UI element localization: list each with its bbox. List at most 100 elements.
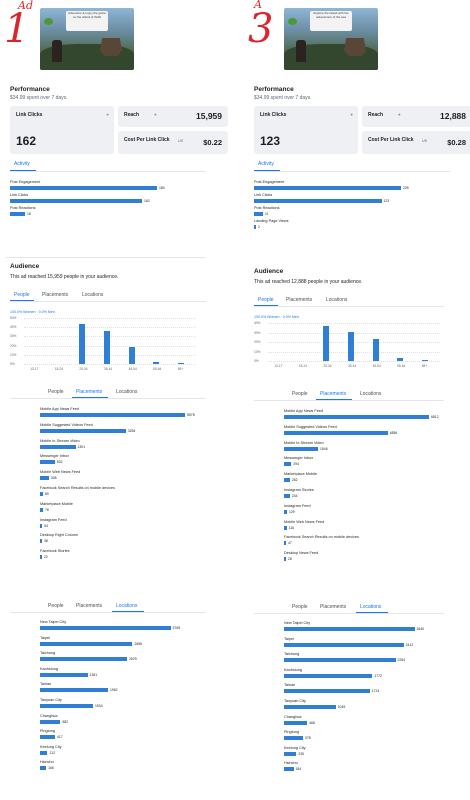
y-tick-label: 40% xyxy=(10,325,17,330)
placement-value: 4856 xyxy=(389,430,398,435)
x-tick-label: 35-44 xyxy=(104,367,113,371)
placement-value: 252 xyxy=(291,478,298,483)
link-clicks-label: Link Clicks xyxy=(16,112,43,118)
tab-people[interactable]: People xyxy=(292,391,308,397)
x-tick-label: 45-54 xyxy=(128,367,137,371)
activity-value: 162 xyxy=(144,199,150,203)
location-bar xyxy=(40,626,171,630)
location-bar xyxy=(40,641,133,646)
thumbnail-caption: Explore the island with the adventurers … xyxy=(310,11,352,31)
tab-placements[interactable]: Placements xyxy=(320,391,347,397)
x-tick-label: 18-24 xyxy=(298,364,307,368)
tab-people[interactable]: People xyxy=(292,604,308,610)
location-bar xyxy=(40,672,88,677)
tab-placements[interactable]: Placements xyxy=(76,389,103,395)
placement-bar xyxy=(40,539,42,544)
info-icon: ● xyxy=(398,112,401,117)
activity-bar xyxy=(254,212,263,216)
cpc-value: $0.22 xyxy=(203,138,222,147)
gridline xyxy=(24,336,196,338)
tab-underline xyxy=(10,170,36,171)
tab-activity[interactable]: Activity xyxy=(14,161,30,167)
thumbnail-character xyxy=(296,40,306,62)
placement-bar xyxy=(284,494,290,498)
info-icon: ● xyxy=(350,112,353,117)
placement-value: 244 xyxy=(291,494,298,498)
location-label: New Taipei City xyxy=(40,620,67,624)
placement-bar xyxy=(284,430,388,435)
placement-value: 47 xyxy=(288,541,292,546)
divider xyxy=(10,612,206,613)
y-tick-label: 20% xyxy=(10,343,17,348)
location-value: 1724 xyxy=(371,689,380,694)
tab-activity[interactable]: Activity xyxy=(258,161,274,167)
tab-locations[interactable]: Locations xyxy=(82,292,104,298)
gridline xyxy=(268,342,440,343)
ad-thumbnail: Adventure & enjoy the game on the island… xyxy=(40,8,134,70)
location-label: Kaohsiung xyxy=(284,667,302,672)
handwritten-label: A xyxy=(254,0,262,11)
placement-label: Facebook Search Results on mobile device… xyxy=(40,486,115,490)
activity-label: Post Reactions xyxy=(10,206,36,210)
reach-card: Reach ● 12,888 xyxy=(362,106,470,127)
activity-bar xyxy=(254,186,401,190)
reach-value: 12,888 xyxy=(440,111,466,121)
location-value: 378 xyxy=(305,736,311,741)
y-tick-label: 30% xyxy=(254,330,261,335)
tab-people[interactable]: People xyxy=(258,297,274,303)
y-tick-label: 30% xyxy=(10,334,17,339)
location-bar xyxy=(40,735,55,740)
activity-bar xyxy=(254,199,382,203)
y-tick-label: 0% xyxy=(10,362,15,366)
tab-placements[interactable]: Placements xyxy=(76,603,103,609)
placement-bar xyxy=(40,413,186,417)
location-label: Keelung City xyxy=(40,744,62,749)
tab-placements[interactable]: Placements xyxy=(42,292,69,298)
location-label: Taipei xyxy=(284,636,294,641)
tab-placements[interactable]: Placements xyxy=(286,297,313,303)
x-tick-label: 55-64 xyxy=(397,364,406,368)
location-label: Taoyuan City xyxy=(284,699,306,703)
age-chart-legend: 100.0% Women · 0.0% Men xyxy=(10,310,55,314)
spent-text: $34.99 spent over 7 days. xyxy=(10,95,68,101)
age-chart-legend: 100.0% Women · 0.0% Men xyxy=(254,315,299,319)
placement-label: Desktop Right Column xyxy=(40,533,78,538)
placement-label: Mobile Suggested Videos Feed xyxy=(284,424,337,429)
tab-locations[interactable]: Locations xyxy=(360,391,382,397)
cpc-card: Cost Per Link Click US $0.28 xyxy=(362,131,470,154)
activity-label: Post Engagement xyxy=(10,180,41,184)
tab-locations[interactable]: Locations xyxy=(360,604,382,610)
placement-bar xyxy=(284,462,292,467)
ad-thumbnail: Explore the island with the adventurers … xyxy=(284,8,378,70)
location-label: Taoyuan City xyxy=(40,698,62,702)
ad-panel-left: 1 Ad Adventure & enjoy the game on the i… xyxy=(4,0,228,800)
placement-value: 532 xyxy=(56,460,63,465)
placement-label: Facebook Stories xyxy=(40,549,70,554)
tab-placements[interactable]: Placements xyxy=(320,604,347,610)
placement-bar xyxy=(40,428,126,433)
activity-value: 239 xyxy=(403,186,409,190)
tab-locations[interactable]: Locations xyxy=(116,603,138,609)
location-bar xyxy=(284,642,404,647)
location-value: 166 xyxy=(48,766,54,771)
handwritten-number: 3 xyxy=(248,6,274,52)
y-tick-label: 10% xyxy=(10,352,17,357)
divider xyxy=(254,613,444,614)
placement-value: 308 xyxy=(50,476,57,481)
x-tick-label: 13-17 xyxy=(274,364,283,368)
location-bar xyxy=(40,719,61,724)
location-bar xyxy=(284,673,373,678)
tab-locations[interactable]: Locations xyxy=(116,389,138,395)
tab-people[interactable]: People xyxy=(48,389,64,395)
location-value: 2412 xyxy=(405,642,414,647)
y-tick-label: 10% xyxy=(254,349,261,354)
tab-people[interactable]: People xyxy=(48,603,64,609)
location-bar xyxy=(284,705,336,709)
tab-people[interactable]: People xyxy=(14,292,30,298)
tab-locations[interactable]: Locations xyxy=(326,297,348,303)
placement-label: Mobile Suggested Videos Feed xyxy=(40,422,93,427)
location-value: 1049 xyxy=(337,705,346,709)
location-bar xyxy=(284,767,294,772)
audience-title: Audience xyxy=(254,268,284,275)
location-label: Hsinchu xyxy=(40,760,54,765)
